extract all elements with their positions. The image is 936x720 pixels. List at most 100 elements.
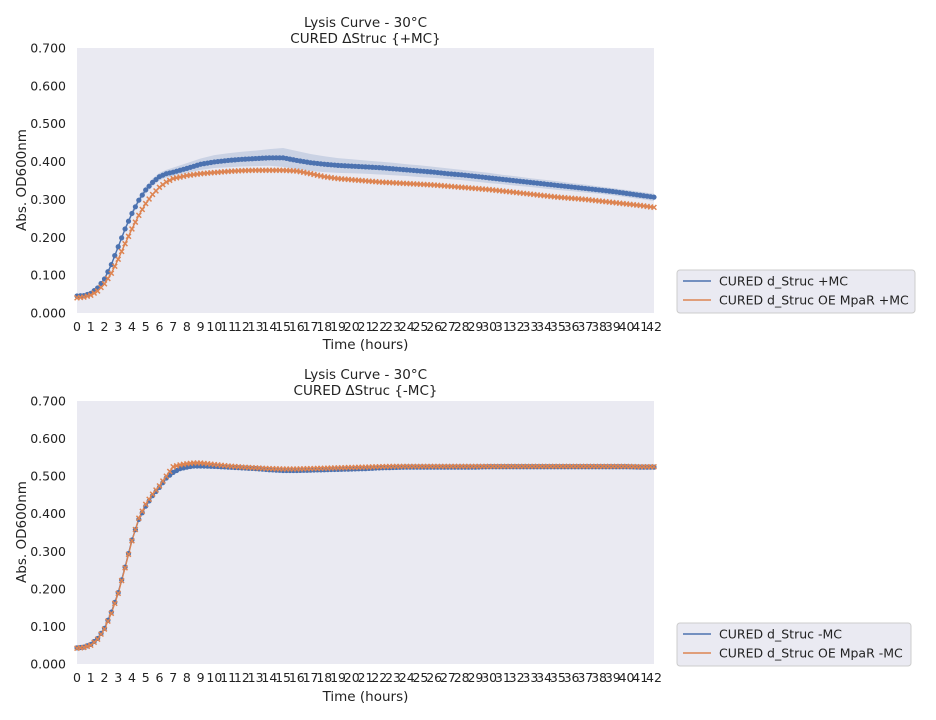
x-tick-label: 39 xyxy=(605,670,621,685)
x-tick-label: 21 xyxy=(358,670,374,685)
legend-minus-mc: CURED d_Struc -MC CURED d_Struc OE MpaR … xyxy=(676,622,912,667)
legend-plus-mc: CURED d_Struc +MC CURED d_Struc OE MpaR … xyxy=(676,269,916,314)
data-point xyxy=(159,478,166,484)
data-point xyxy=(122,226,128,232)
x-tick-label: 15 xyxy=(275,319,291,334)
x-tick-label: 5 xyxy=(142,319,150,334)
data-point xyxy=(132,219,139,226)
y-tick-label: 0.300 xyxy=(30,544,66,559)
x-tick-label: 2 xyxy=(100,670,108,685)
x-tick-label: 36 xyxy=(564,670,580,685)
series-markers xyxy=(74,155,657,301)
data-point xyxy=(105,269,111,275)
y-tick-label: 0.400 xyxy=(30,506,66,521)
x-tick-label: 31 xyxy=(495,670,511,685)
x-tick-label: 21 xyxy=(358,319,374,334)
x-tick-label: 27 xyxy=(440,670,456,685)
x-tick-label: 30 xyxy=(481,319,497,334)
x-tick-label: 37 xyxy=(577,319,593,334)
x-tick-label: 3 xyxy=(114,319,122,334)
x-tick-label: 33 xyxy=(522,319,538,334)
x-tick-label: 1 xyxy=(87,670,95,685)
x-tick-label: 7 xyxy=(169,319,177,334)
data-point xyxy=(91,290,98,297)
data-point xyxy=(651,463,657,470)
legend-label-1: CURED d_Struc -MC xyxy=(719,627,842,642)
x-tick-label: 22 xyxy=(371,670,387,685)
x-tick-label: 39 xyxy=(605,319,621,334)
data-point xyxy=(115,590,122,597)
x-tick-label: 28 xyxy=(454,670,470,685)
x-tick-label: 13 xyxy=(248,670,264,685)
y-tick-label: 0.300 xyxy=(30,192,66,207)
x-ticks: 0 1 2 3 4 5 6 7 8 9 101112131415161718192021222324… xyxy=(73,670,662,685)
data-point xyxy=(118,248,125,255)
data-point xyxy=(146,196,153,202)
x-tick-label: 40 xyxy=(619,319,635,334)
data-point xyxy=(108,609,114,615)
x-tick-label: 23 xyxy=(385,670,401,685)
x-tick-label: 23 xyxy=(385,319,401,334)
x-tick-label: 22 xyxy=(371,319,387,334)
x-tick-label: 20 xyxy=(344,670,360,685)
x-tick-label: 30 xyxy=(481,670,497,685)
chart-minus-mc: Lysis Curve - 30°C CURED ΔStruc {-MC} Ab… xyxy=(14,367,912,705)
x-tick-label: 3 xyxy=(114,670,122,685)
x-tick-label: 34 xyxy=(536,319,552,334)
data-point xyxy=(163,179,170,185)
data-point xyxy=(125,233,132,240)
data-point xyxy=(115,244,121,250)
x-tick-label: 24 xyxy=(399,319,415,334)
y-tick-label: 0.000 xyxy=(30,306,66,321)
data-point xyxy=(139,510,145,516)
x-tick-label: 35 xyxy=(550,319,566,334)
x-tick-label: 16 xyxy=(289,319,305,334)
x-tick-label: 0 xyxy=(73,670,81,685)
data-point xyxy=(142,200,149,207)
x-tick-label: 16 xyxy=(289,670,305,685)
x-tick-label: 35 xyxy=(550,670,566,685)
data-point xyxy=(101,280,108,287)
data-point xyxy=(135,212,142,219)
data-point xyxy=(146,183,152,189)
data-point xyxy=(166,468,173,475)
legend-box xyxy=(676,622,912,667)
data-point xyxy=(139,206,146,213)
y-axis-label: Abs. OD600nm xyxy=(14,481,30,583)
data-point xyxy=(98,631,104,638)
x-tick-label: 42 xyxy=(646,319,662,334)
x-tick-label: 27 xyxy=(440,319,456,334)
x-tick-label: 5 xyxy=(142,670,150,685)
x-tick-label: 24 xyxy=(399,670,415,685)
data-point xyxy=(129,226,135,232)
data-point xyxy=(104,618,111,625)
data-point xyxy=(135,515,142,522)
y-tick-label: 0.700 xyxy=(30,41,66,56)
x-tick-label: 9 xyxy=(197,319,205,334)
legend-box xyxy=(676,269,916,314)
x-tick-label: 14 xyxy=(261,670,277,685)
x-tick-label: 17 xyxy=(303,670,319,685)
data-point xyxy=(94,636,101,643)
data-point xyxy=(108,610,115,617)
x-tick-label: 6 xyxy=(155,670,163,685)
x-tick-label: 36 xyxy=(564,319,580,334)
x-tick-label: 19 xyxy=(330,670,346,685)
x-tick-label: 13 xyxy=(248,319,264,334)
data-point xyxy=(119,235,125,241)
data-point xyxy=(132,526,139,533)
x-tick-label: 12 xyxy=(234,319,250,334)
chart-title-line1: Lysis Curve - 30°C xyxy=(304,15,427,31)
y-tick-label: 0.500 xyxy=(30,116,66,131)
x-tick-label: 17 xyxy=(303,319,319,334)
data-point xyxy=(122,564,129,571)
x-axis-label: Time (hours) xyxy=(322,689,409,705)
x-tick-label: 29 xyxy=(467,319,483,334)
x-tick-label: 26 xyxy=(426,670,442,685)
x-tick-label: 18 xyxy=(316,319,332,334)
y-tick-label: 0.100 xyxy=(30,619,66,634)
x-tick-label: 25 xyxy=(412,319,428,334)
data-point xyxy=(129,537,135,544)
y-tick-label: 0.500 xyxy=(30,469,66,484)
data-point xyxy=(108,261,114,268)
